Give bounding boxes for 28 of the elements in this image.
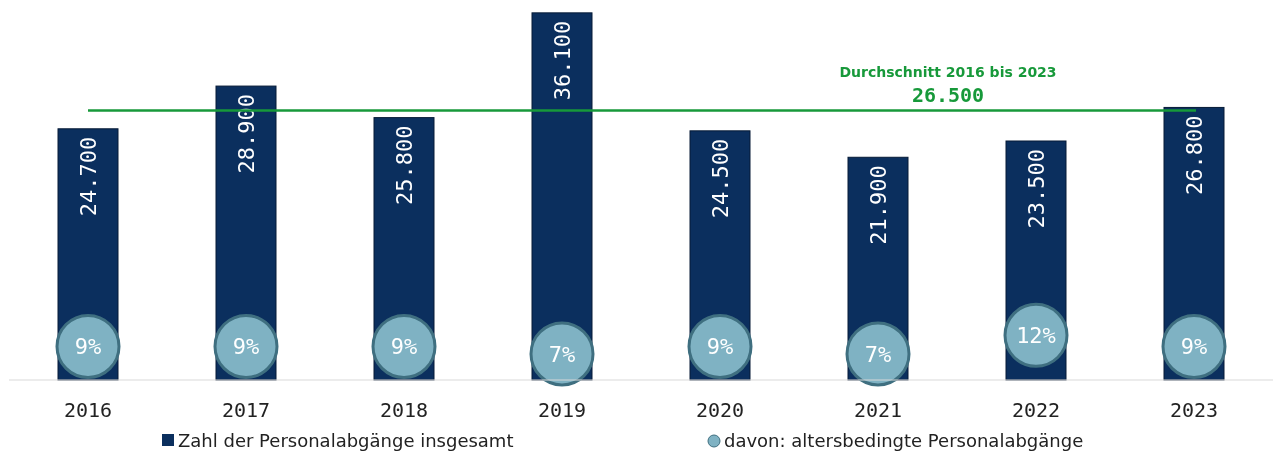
data-label: 36.100	[550, 20, 575, 101]
data-label: 24.500	[708, 138, 733, 219]
data-label: 9%	[1180, 334, 1208, 360]
legend-label: davon: altersbedingte Personalabgänge	[724, 430, 1084, 451]
x-tick-label: 2020	[695, 398, 745, 422]
data-label: 25.800	[392, 125, 417, 206]
legend-label: Zahl der Personalabgänge insgesamt	[178, 430, 514, 451]
data-label: 9%	[74, 334, 102, 360]
data-label: 24.700	[76, 136, 101, 217]
ref-line-label: 26.500	[911, 83, 985, 108]
x-tick-label: 2017	[221, 398, 271, 422]
data-label: 9%	[706, 334, 734, 360]
data-label: 21.900	[866, 165, 891, 245]
data-label: 7%	[548, 341, 576, 367]
data-label: 9%	[232, 334, 260, 360]
data-label: 9%	[390, 334, 418, 360]
data-label: 23.500	[1024, 149, 1049, 229]
x-tick-label: 2021	[853, 398, 903, 422]
data-label: 26.800	[1182, 115, 1207, 195]
x-tick-label: 2016	[63, 398, 113, 422]
x-tick-label: 2019	[537, 398, 587, 422]
x-tick-label: 2023	[1169, 398, 1219, 422]
x-tick-label: 2018	[379, 398, 429, 422]
data-label: 12%	[1016, 323, 1056, 349]
annotation: Durchschnitt 2016 bis 2023	[839, 64, 1057, 81]
x-tick-label: 2022	[1011, 398, 1061, 422]
data-label: 7%	[864, 341, 892, 367]
data-label: 28.900	[234, 94, 259, 174]
